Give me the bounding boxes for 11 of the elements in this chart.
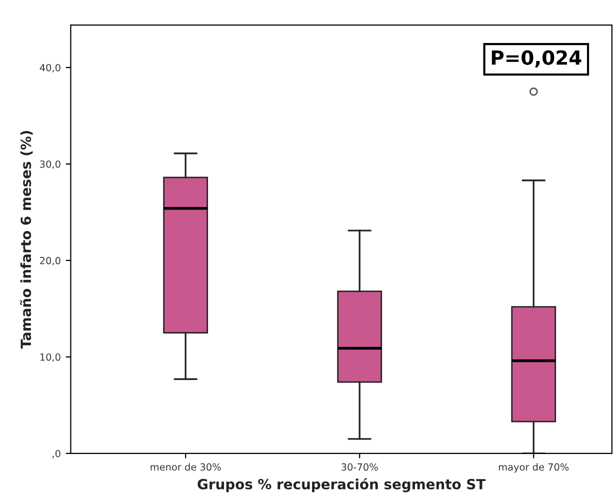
x-tick-label: 30-70% (342, 463, 378, 471)
y-tick-label: 10,0 (40, 353, 60, 362)
y-tick-label: ,0 (52, 450, 60, 458)
x-axis-title: Grupos % recuperación segmento ST (198, 478, 486, 492)
y-axis-title: Tamaño infarto 6 meses (%) (20, 130, 33, 349)
x-tick-label: mayor de 70% (498, 463, 569, 473)
y-tick-label: 40,0 (40, 64, 60, 72)
annotation: P=0,024 (492, 50, 582, 68)
x-tick-label: menor de 30% (150, 463, 221, 471)
y-tick-label: 20,0 (40, 256, 60, 266)
y-tick-label: 30,0 (40, 160, 60, 169)
